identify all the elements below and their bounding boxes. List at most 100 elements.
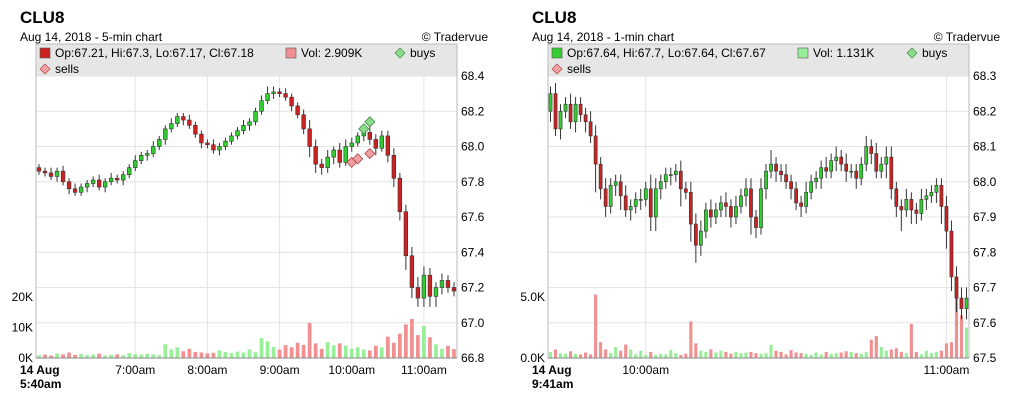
buys-legend-label: buys xyxy=(410,46,435,60)
candle-body xyxy=(819,167,824,179)
volume-bar xyxy=(829,353,833,358)
candle-body xyxy=(774,163,778,172)
time-tick-label: 10:00am xyxy=(622,363,669,377)
volume-bar xyxy=(714,352,718,358)
candle-body xyxy=(145,153,150,156)
volume-bar xyxy=(824,351,828,358)
volume-bar xyxy=(127,353,132,358)
price-tick-label: 68.4 xyxy=(461,69,485,83)
candle-body xyxy=(734,206,738,218)
candle-body xyxy=(139,155,144,161)
volume-bar xyxy=(779,351,783,358)
candle-body xyxy=(66,181,72,190)
candle-body xyxy=(583,114,588,123)
volume-bar xyxy=(619,350,623,358)
candle-body xyxy=(628,206,633,211)
candle-body xyxy=(959,297,964,309)
legend-background xyxy=(548,44,969,76)
copyright-label: © Tradervue xyxy=(421,30,488,44)
price-tick-label: 67.5 xyxy=(973,351,997,365)
candle-body xyxy=(102,181,108,188)
volume-bar xyxy=(579,354,583,358)
candle-body xyxy=(608,184,613,207)
candle-body xyxy=(151,146,156,154)
candle-body xyxy=(904,199,909,211)
candle-body xyxy=(175,116,180,124)
volume-bar xyxy=(121,355,126,358)
volume-bar xyxy=(331,345,336,358)
chart-title: CLU8 xyxy=(20,8,65,27)
candle-body xyxy=(869,146,874,154)
volume-bar xyxy=(85,355,89,358)
volume-bar xyxy=(944,343,949,358)
volume-bar xyxy=(548,351,553,358)
candle-body xyxy=(794,188,798,204)
candlestick-chart[interactable]: Op:67.21, Hi:67.3, Lo:67.17, Cl:67.18 Vol… xyxy=(12,0,496,403)
price-tick-label: 68.1 xyxy=(973,140,997,154)
candle-body xyxy=(874,153,879,172)
candle-body xyxy=(229,135,234,142)
volume-bar xyxy=(361,349,366,358)
candle-body xyxy=(638,199,643,201)
candle-body xyxy=(759,188,763,228)
volume-bar xyxy=(301,344,306,358)
price-tick-label: 67.8 xyxy=(461,175,485,189)
candlestick-chart[interactable]: Op:67.64, Hi:67.7, Lo:67.64, Cl:67.67 Vol… xyxy=(520,0,1008,403)
volume-bar xyxy=(553,349,558,358)
candle-body xyxy=(385,135,391,156)
volume-bar xyxy=(669,350,673,358)
volume-bar xyxy=(694,343,698,358)
sell-marker xyxy=(352,153,364,165)
volume-bar xyxy=(719,350,723,358)
candle-body xyxy=(744,188,748,197)
price-tick-label: 68.3 xyxy=(973,69,997,83)
volume-bar xyxy=(446,345,450,358)
candle-body xyxy=(899,206,904,211)
candle-body xyxy=(623,195,628,211)
buy-marker xyxy=(358,123,370,135)
ohlc-legend-label: Op:67.21, Hi:67.3, Lo:67.17, Cl:67.18 xyxy=(55,46,254,60)
volume-bar xyxy=(859,353,863,358)
volume-bar xyxy=(558,353,563,358)
candle-body xyxy=(301,114,306,130)
volume-bar xyxy=(729,353,733,358)
candle-body xyxy=(683,188,688,193)
time-tick-label: 7:00am xyxy=(115,363,155,377)
volume-bar xyxy=(609,353,613,358)
candle-body xyxy=(409,255,415,288)
candle-body xyxy=(558,110,563,130)
volume-bar xyxy=(568,351,573,358)
candle-body xyxy=(593,135,598,165)
candle-body xyxy=(403,211,409,257)
candle-body xyxy=(84,183,90,188)
candle-body xyxy=(839,156,844,165)
volume-bar xyxy=(355,347,360,358)
volume-bar xyxy=(43,354,47,358)
candle-body xyxy=(133,160,138,168)
price-tick-label: 67.6 xyxy=(461,210,485,224)
volume-bar xyxy=(739,353,743,358)
candle-body xyxy=(954,276,959,299)
volume-bar xyxy=(289,347,294,358)
volume-bar xyxy=(664,354,668,358)
candle-body xyxy=(343,146,348,163)
volume-bar xyxy=(814,352,818,358)
copyright-label: © Tradervue xyxy=(933,30,1000,44)
price-tick-label: 67.4 xyxy=(461,245,485,259)
candle-body xyxy=(573,103,578,123)
candle-body xyxy=(235,130,240,137)
price-tick-label: 68.0 xyxy=(461,140,485,154)
volume-bar xyxy=(659,353,663,358)
volume-bar xyxy=(313,343,318,358)
buys-legend-marker xyxy=(906,47,918,59)
candle-body xyxy=(934,184,939,193)
candle-body xyxy=(834,156,839,161)
volume-bar xyxy=(864,351,868,358)
candle-body xyxy=(824,167,829,172)
candle-body xyxy=(265,93,270,101)
ohlc-legend-label: Op:67.64, Hi:67.7, Lo:67.64, Cl:67.67 xyxy=(567,46,766,60)
candle-body xyxy=(944,206,949,232)
volume-bar xyxy=(954,297,959,358)
volume-bar xyxy=(367,350,372,358)
volume-bar xyxy=(654,354,658,358)
